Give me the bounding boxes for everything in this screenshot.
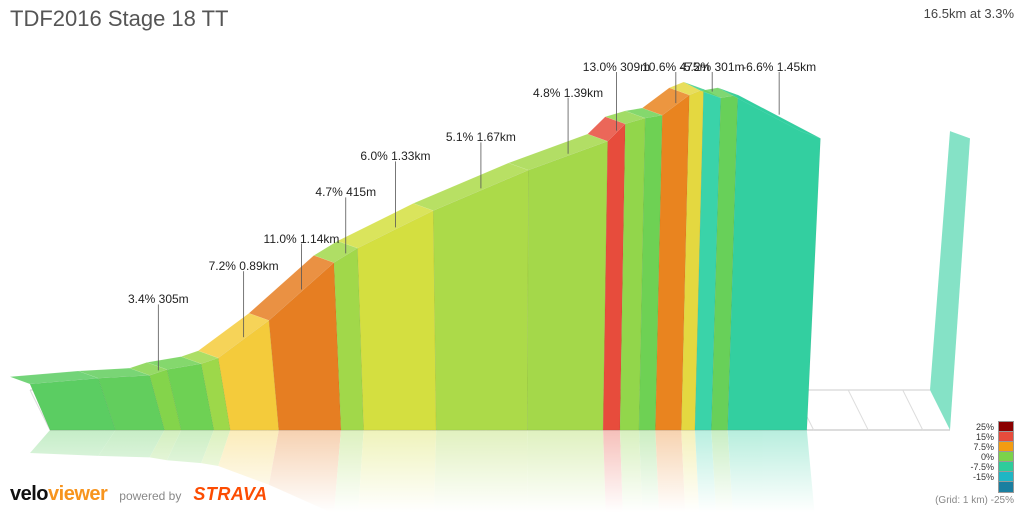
footer: veloviewer powered by STRAVA bbox=[10, 483, 268, 506]
veloviewer-logo: veloviewer bbox=[10, 483, 107, 506]
strava-logo: STRAVA bbox=[193, 484, 267, 505]
segment-label: 7.2% 0.89km bbox=[209, 259, 279, 273]
legend-row bbox=[970, 482, 1014, 492]
segment-label: 6.0% 1.33km bbox=[360, 149, 430, 163]
segment-label: 5.1% 1.67km bbox=[446, 130, 516, 144]
segment-label: 3.4% 305m bbox=[128, 292, 189, 306]
segment-label: 4.8% 1.39km bbox=[533, 86, 603, 100]
elevation-profile bbox=[0, 0, 1024, 512]
segment-label: 13.0% 309m bbox=[583, 60, 650, 74]
segment-label: 11.0% 1.14km bbox=[264, 232, 340, 246]
segment-label: 4.7% 415m bbox=[315, 185, 376, 199]
powered-by-label: powered by bbox=[119, 489, 181, 503]
segment-label: -6.6% 1.45km bbox=[742, 60, 816, 74]
grid-note: (Grid: 1 km) -25% bbox=[935, 495, 1014, 506]
gradient-legend: 25%15%7.5%0%-7.5%-15% bbox=[970, 422, 1014, 492]
segment-label: -5.2% 301m bbox=[680, 60, 745, 74]
